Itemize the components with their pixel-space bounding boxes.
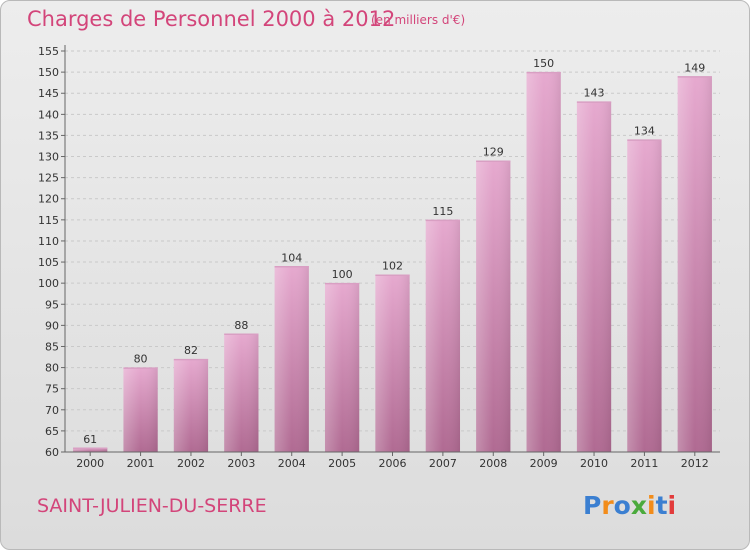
y-tick-label: 145 [38,87,59,100]
value-label-2011: 134 [634,125,655,138]
value-label-2007: 115 [432,205,453,218]
value-label-2003: 88 [234,319,248,332]
y-tick-label: 140 [38,108,59,121]
value-label-2009: 150 [533,57,554,70]
logo-letter: i [667,491,677,520]
bar-shade-2000 [73,447,108,452]
value-label-2012: 149 [684,61,705,74]
logo-letter: t [655,491,668,520]
value-label-2004: 104 [281,251,302,264]
y-tick-label: 125 [38,172,59,185]
x-tick-label-2010: 2010 [580,457,608,470]
x-tick-label-2008: 2008 [479,457,507,470]
bar-shade-2010 [576,101,612,452]
value-label-2001: 80 [134,353,148,366]
y-tick-label: 70 [45,404,59,417]
bar-shade-2009 [526,72,561,453]
bar-shade-2006 [375,274,410,452]
value-label-2006: 102 [382,260,403,273]
value-label-2010: 143 [584,87,605,100]
logo-letter: i [647,491,656,520]
logo-letter: x [630,491,647,520]
y-tick-label: 85 [45,340,59,353]
y-tick-label: 65 [45,425,59,438]
value-label-2002: 82 [184,344,198,357]
y-tick-label: 110 [38,235,59,248]
bar-shade-2004 [274,266,309,452]
x-tick-label-2001: 2001 [127,457,155,470]
bar-shade-2011 [627,139,662,453]
y-tick-label: 130 [38,151,59,164]
bar-shade-2003 [224,333,259,452]
logo-letter: P [583,491,602,520]
x-tick-label-2012: 2012 [681,457,709,470]
bar-shade-2005 [324,283,360,452]
x-tick-label-2000: 2000 [76,457,104,470]
chart-subtitle: (en milliers d'€) [371,13,466,27]
x-tick-label-2007: 2007 [429,457,457,470]
logo-letter: r [601,491,614,520]
x-tick-label-2006: 2006 [379,457,407,470]
y-tick-label: 150 [38,66,59,79]
x-tick-label-2004: 2004 [278,457,306,470]
axes: 60 65 70 75 80 85 90 95 100 105 110 115 120 125 130 135… [38,45,720,470]
x-tick-label-2002: 2002 [177,457,205,470]
bar-shade-2007 [425,219,461,452]
bar-shade-2002 [173,359,209,452]
value-label-2000: 61 [83,433,97,446]
y-tick-label: 75 [45,383,59,396]
y-tick-label: 80 [45,362,59,375]
value-label-2005: 100 [332,268,353,281]
chart-title: Charges de Personnel 2000 à 2012 [27,7,396,31]
proxiti-logo: Proxiti [583,491,676,520]
y-tick-label: 115 [38,214,59,227]
logo-letter: o [613,491,631,520]
commune-name: SAINT-JULIEN-DU-SERRE [37,495,267,517]
x-tick-label-2003: 2003 [227,457,255,470]
x-tick-label-2011: 2011 [630,457,658,470]
bar-shade-2001 [123,367,158,452]
y-tick-label: 90 [45,319,59,332]
bar-shade-2012 [677,76,712,452]
bar-shade-2008 [476,160,511,452]
x-tick-label-2005: 2005 [328,457,356,470]
value-label-2008: 129 [483,146,504,159]
x-tick-label-2009: 2009 [530,457,558,470]
y-tick-label: 60 [45,446,59,459]
y-tick-label: 155 [38,45,59,58]
y-tick-label: 100 [38,277,59,290]
y-tick-label: 95 [45,298,59,311]
bars: 61 80 82 88 104 100 102 115 129 150 143 134 149 [73,57,712,453]
y-tick-label: 135 [38,129,59,142]
y-tick-label: 105 [38,256,59,269]
y-tick-label: 120 [38,193,59,206]
